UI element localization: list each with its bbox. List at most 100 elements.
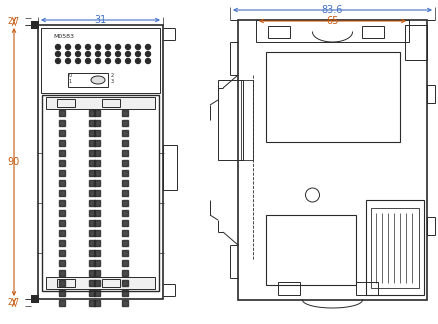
Bar — [162, 145, 177, 190]
Bar — [59, 290, 65, 296]
Bar — [59, 120, 65, 126]
Bar — [59, 250, 65, 256]
Bar — [94, 180, 100, 186]
Bar — [89, 140, 95, 146]
Bar — [89, 160, 95, 166]
Bar — [94, 280, 100, 286]
Bar — [59, 130, 65, 136]
Bar — [404, 25, 426, 60]
Bar — [89, 200, 95, 206]
Bar — [122, 190, 128, 196]
Bar — [122, 250, 128, 256]
Bar — [89, 170, 95, 176]
Bar — [94, 300, 100, 306]
Bar — [122, 210, 128, 216]
Bar — [361, 26, 383, 38]
Bar — [94, 130, 100, 136]
Circle shape — [95, 59, 100, 64]
Bar — [89, 240, 95, 246]
Bar — [89, 120, 95, 126]
Bar — [94, 220, 100, 226]
Bar — [59, 270, 65, 276]
Ellipse shape — [91, 76, 105, 84]
Bar — [122, 260, 128, 266]
Circle shape — [105, 59, 110, 64]
Bar — [94, 170, 100, 176]
Text: 2.7: 2.7 — [8, 17, 20, 26]
Bar — [122, 170, 128, 176]
Bar — [89, 220, 95, 226]
Bar — [122, 140, 128, 146]
Circle shape — [65, 59, 71, 64]
Bar — [59, 280, 65, 286]
Circle shape — [65, 52, 71, 56]
Bar — [94, 160, 100, 166]
Bar — [89, 190, 95, 196]
Text: 2.7: 2.7 — [8, 298, 20, 307]
Bar — [94, 210, 100, 216]
Circle shape — [85, 59, 90, 64]
Bar — [68, 73, 108, 87]
Bar — [59, 170, 65, 176]
Bar — [94, 270, 100, 276]
Bar — [122, 230, 128, 236]
Bar — [94, 190, 100, 196]
Bar — [59, 110, 65, 116]
Bar — [89, 210, 95, 216]
Bar — [59, 150, 65, 156]
Circle shape — [75, 44, 80, 50]
Circle shape — [65, 44, 71, 50]
Bar — [94, 120, 100, 126]
Bar — [89, 300, 95, 306]
Circle shape — [145, 52, 150, 56]
Bar — [94, 200, 100, 206]
Bar — [122, 160, 128, 166]
Bar — [237, 20, 426, 300]
Bar — [94, 140, 100, 146]
Bar — [89, 270, 95, 276]
Bar — [89, 290, 95, 296]
Circle shape — [135, 44, 140, 50]
Bar — [265, 52, 399, 142]
Circle shape — [135, 52, 140, 56]
Bar — [59, 200, 65, 206]
Bar — [59, 210, 65, 216]
Bar — [267, 26, 290, 38]
Bar — [94, 110, 100, 116]
Text: 1: 1 — [68, 79, 71, 85]
Text: 3: 3 — [110, 79, 113, 85]
Bar — [122, 130, 128, 136]
Circle shape — [125, 59, 130, 64]
Circle shape — [95, 44, 100, 50]
Circle shape — [105, 52, 110, 56]
Circle shape — [145, 44, 150, 50]
Bar — [89, 230, 95, 236]
Bar — [94, 290, 100, 296]
Bar — [122, 200, 128, 206]
Circle shape — [115, 44, 120, 50]
Bar — [41, 28, 159, 93]
Bar — [89, 250, 95, 256]
Text: M0583: M0583 — [53, 34, 74, 40]
Bar — [94, 250, 100, 256]
Circle shape — [125, 52, 130, 56]
Circle shape — [135, 59, 140, 64]
Bar — [59, 160, 65, 166]
Text: 90: 90 — [8, 157, 20, 167]
Bar — [122, 220, 128, 226]
Bar — [46, 277, 155, 289]
Bar — [218, 80, 243, 160]
Circle shape — [125, 44, 130, 50]
Circle shape — [55, 44, 60, 50]
Bar — [94, 230, 100, 236]
Bar — [57, 279, 75, 287]
Bar — [426, 217, 434, 235]
Bar — [122, 180, 128, 186]
Circle shape — [85, 52, 90, 56]
Text: 0: 0 — [68, 74, 71, 78]
Bar — [46, 97, 155, 109]
Bar — [89, 180, 95, 186]
Bar — [94, 150, 100, 156]
Text: 65: 65 — [325, 16, 338, 26]
Bar — [59, 180, 65, 186]
